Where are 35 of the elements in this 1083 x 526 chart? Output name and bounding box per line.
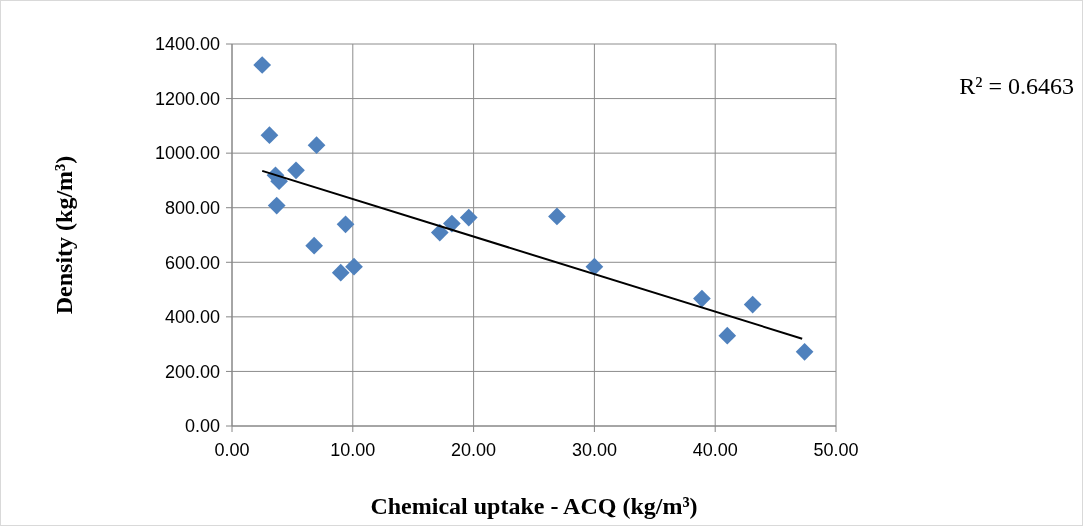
point — [345, 257, 363, 276]
x-axis-title: Chemical uptake - ACQ (kg/m³) — [370, 493, 698, 519]
x-tick-label: 10.00 — [330, 440, 376, 460]
point — [260, 126, 279, 144]
point — [693, 289, 711, 308]
point — [743, 295, 762, 314]
point — [459, 208, 478, 227]
x-tick-label: 0.00 — [214, 440, 250, 460]
y-tick-label: 400.00 — [164, 307, 220, 328]
point — [430, 223, 449, 242]
point — [548, 207, 566, 226]
x-tick-label: 30.00 — [571, 440, 617, 460]
y-tick-label: 0.00 — [184, 416, 220, 437]
point — [585, 257, 604, 276]
text: R² = 0.6463 — [959, 73, 1074, 99]
point — [305, 236, 323, 255]
point — [253, 56, 272, 74]
point — [336, 215, 355, 234]
point — [718, 326, 737, 345]
y-axis-title: Density (kg/m³) — [51, 155, 77, 315]
point — [443, 214, 461, 233]
point — [307, 136, 326, 155]
point — [795, 342, 814, 361]
y-tick-label: 1200.00 — [154, 88, 220, 109]
y-tick-label: 1400.00 — [154, 34, 220, 55]
x-tick-label: 50.00 — [813, 440, 859, 460]
x-tick-label: 20.00 — [451, 440, 497, 460]
y-tick-label: 800.00 — [164, 198, 220, 219]
point — [287, 161, 305, 180]
x-tick-label: 40.00 — [692, 440, 738, 460]
point — [267, 196, 286, 215]
y-tick-label: 1000.00 — [154, 143, 220, 164]
point — [331, 263, 350, 282]
y-tick-label: 200.00 — [164, 361, 220, 382]
y-tick-label: 600.00 — [164, 252, 220, 273]
